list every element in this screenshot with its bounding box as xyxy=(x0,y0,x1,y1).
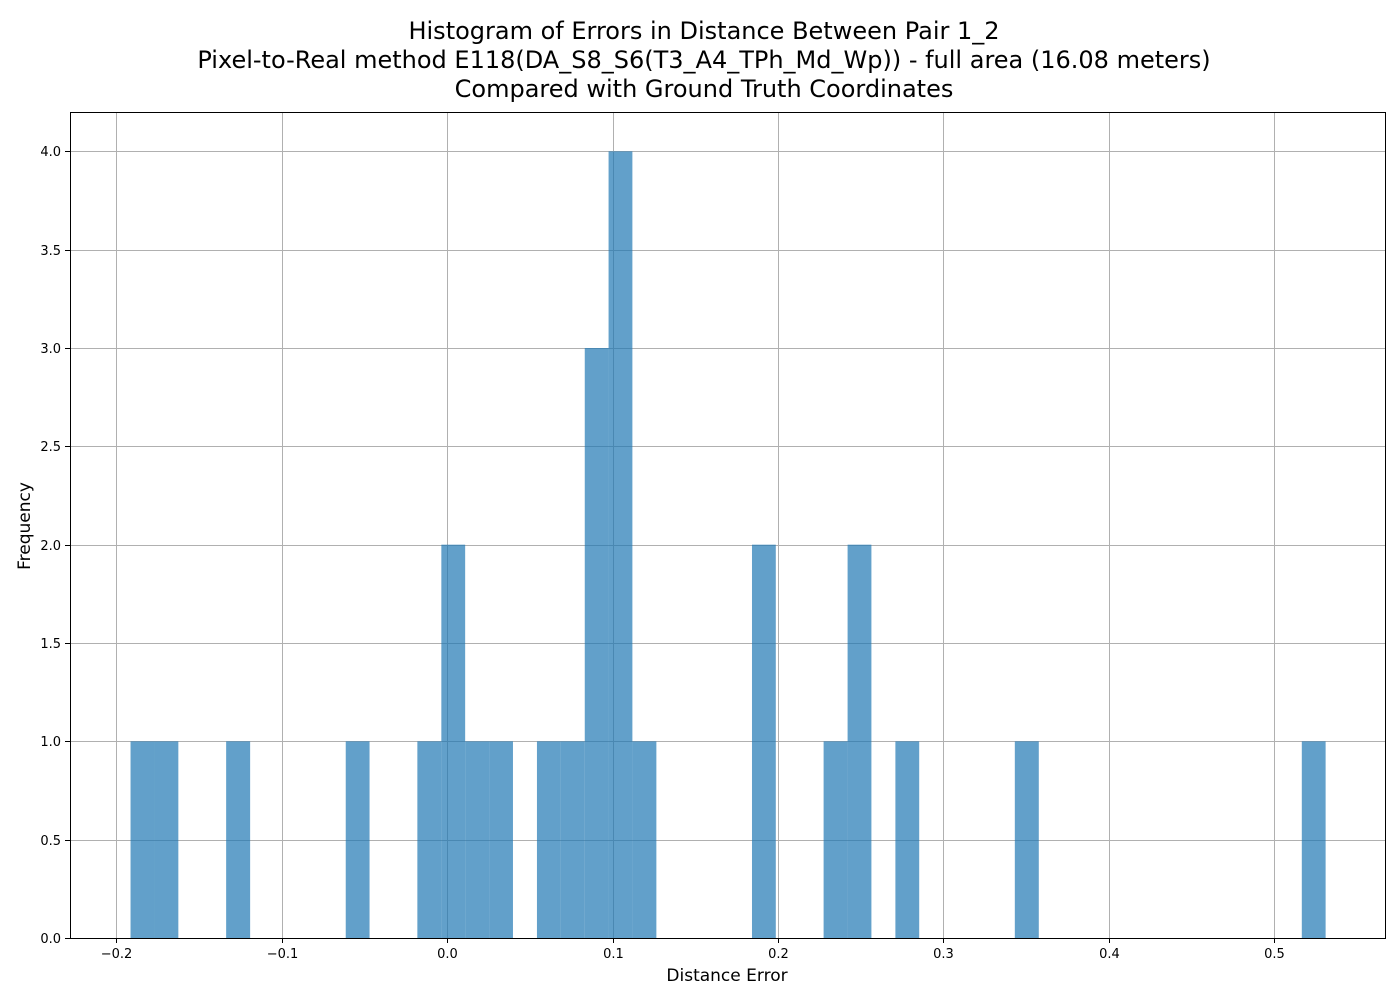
histogram-bar xyxy=(536,741,561,938)
y-tick-label: 0.5 xyxy=(40,834,61,849)
x-tick-label: 0.1 xyxy=(603,947,624,962)
grid-lines xyxy=(70,112,1385,939)
histogram-bar xyxy=(226,741,251,938)
histogram-bar xyxy=(560,741,585,938)
histogram-bar xyxy=(417,741,442,938)
x-tick-label: −0.2 xyxy=(101,947,133,962)
histogram-bar xyxy=(584,348,609,938)
histogram-bar xyxy=(751,544,776,938)
chart-title-line-3: Compared with Ground Truth Coordinates xyxy=(455,75,954,103)
x-axis-label: Distance Error xyxy=(666,966,787,986)
chart-title-line-2: Pixel-to-Real method E118(DA_S8_S6(T3_A4… xyxy=(197,46,1210,74)
y-tick-label: 4.0 xyxy=(40,145,61,160)
histogram-bar xyxy=(465,741,490,938)
x-tick-label: 0.3 xyxy=(933,947,954,962)
y-tick-label: 1.0 xyxy=(40,735,61,750)
y-tick-label: 2.0 xyxy=(40,539,61,554)
histogram-bar xyxy=(608,151,633,939)
histogram-bar xyxy=(823,741,848,938)
plot-area-frame xyxy=(70,112,1386,939)
x-tick-label: 0.0 xyxy=(437,947,458,962)
x-tick-label: 0.5 xyxy=(1264,947,1285,962)
x-tick-label: 0.4 xyxy=(1099,947,1120,962)
y-tick-label: 3.0 xyxy=(40,342,61,357)
histogram-bar xyxy=(847,544,872,938)
y-tick-label: 1.5 xyxy=(40,637,61,652)
histogram-bar xyxy=(1014,741,1039,938)
histogram-bar xyxy=(130,741,155,938)
histogram-bar xyxy=(1301,741,1326,938)
histogram-bar xyxy=(489,741,513,938)
y-tick-label: 3.5 xyxy=(40,244,61,259)
x-tick-label: 0.2 xyxy=(768,947,789,962)
y-axis-label: Frequency xyxy=(15,482,35,570)
axis-ticks: −0.2 −0.1 0.0 0.1 0.2 0.3 0.4 0.5 0.0 0.5 1.0 1.5 2.… xyxy=(40,145,1285,962)
y-tick-label: 2.5 xyxy=(40,440,61,455)
y-tick-label: 0.0 xyxy=(40,932,61,947)
histogram-bar xyxy=(345,741,370,938)
histogram-bars xyxy=(130,151,1326,939)
histogram-bar xyxy=(441,544,466,938)
x-tick-label: −0.1 xyxy=(267,947,299,962)
histogram-bar xyxy=(895,741,920,938)
histogram-bar xyxy=(632,741,657,938)
histogram-bar xyxy=(154,741,179,938)
chart-title-line-1: Histogram of Errors in Distance Between … xyxy=(408,17,999,45)
